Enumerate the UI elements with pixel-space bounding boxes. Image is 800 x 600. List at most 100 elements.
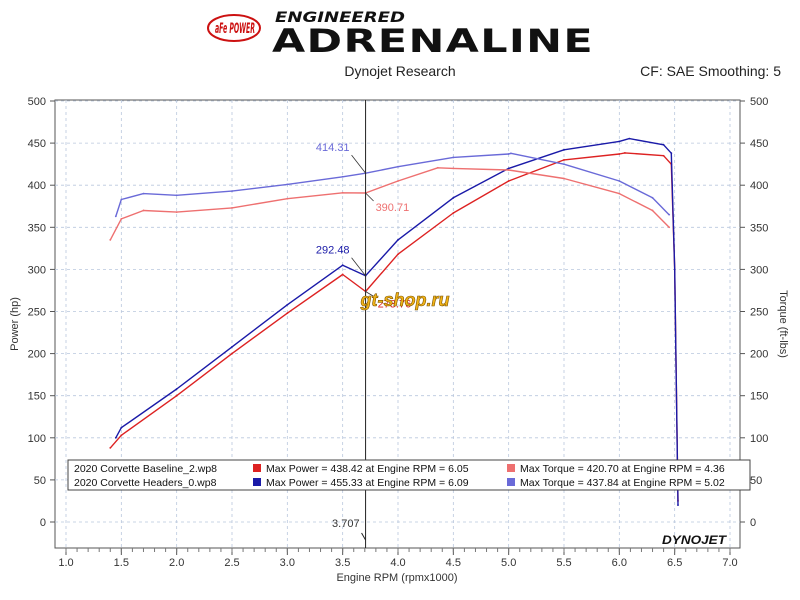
y-tick-label-right: 0 xyxy=(750,517,756,529)
data-point-baseline-torque xyxy=(436,166,439,169)
data-point-baseline-power xyxy=(397,253,399,256)
legend-file-name: 2020 Corvette Baseline_2.wp8 xyxy=(74,463,217,475)
y-tick-label-left: 0 xyxy=(40,517,46,529)
data-point-headers-power xyxy=(563,148,565,151)
data-point-baseline-torque xyxy=(175,211,178,214)
data-point-headers-torque xyxy=(452,156,455,159)
data-point-baseline-power xyxy=(452,212,455,214)
y-tick-label-left: 350 xyxy=(28,222,46,234)
y-tick-label-right: 350 xyxy=(750,222,768,234)
data-point-headers-power xyxy=(452,196,455,199)
x-tick-label: 2.0 xyxy=(169,557,184,569)
data-point-headers-torque xyxy=(651,196,654,199)
annotation-label: 273.76 xyxy=(378,298,412,310)
brand-logo: aFe POWER xyxy=(207,14,261,42)
y-tick-label-right: 450 xyxy=(750,138,768,150)
data-point-headers-power xyxy=(114,436,117,439)
y-tick-label-left: 100 xyxy=(28,433,46,445)
right-axis-ticks: 0 50 100 150 200 250 300 350 400 450 500 xyxy=(740,96,768,529)
legend-swatch-torque xyxy=(507,464,515,472)
y-tick-label-right: 500 xyxy=(750,96,768,108)
left-axis-ticks: 0 50 100 150 200 250 300 350 400 450 500 xyxy=(28,96,55,529)
data-point-baseline-power xyxy=(662,154,665,157)
data-point-baseline-torque xyxy=(397,180,399,182)
annotation-label: 390.71 xyxy=(376,202,410,214)
y-tick-label-left: 250 xyxy=(28,307,46,319)
legend-swatch-power xyxy=(253,478,261,486)
data-point-baseline-torque xyxy=(651,209,654,212)
annotation-label: 414.31 xyxy=(316,142,350,154)
x-tick-label: 7.0 xyxy=(722,557,737,569)
data-point-baseline-power xyxy=(109,447,112,449)
legend-max-power: Max Power = 455.33 at Engine RPM = 6.09 xyxy=(266,477,469,489)
y-tick-label-right: 50 xyxy=(750,475,762,487)
y-tick-label-left: 500 xyxy=(28,96,46,108)
data-point-baseline-torque xyxy=(563,177,565,180)
data-point-headers-torque xyxy=(142,192,145,195)
data-point-headers-power xyxy=(231,345,233,348)
data-point-headers-torque xyxy=(341,175,344,178)
y-tick-label-right: 100 xyxy=(750,433,768,445)
cursor-label: 3.707 xyxy=(332,518,360,530)
y-tick-label-right: 400 xyxy=(750,180,768,192)
data-point-baseline-power xyxy=(120,434,123,437)
data-point-headers-power xyxy=(120,426,123,429)
data-point-baseline-torque xyxy=(120,217,123,220)
data-point-baseline-torque xyxy=(286,197,289,200)
y-tick-label-left: 300 xyxy=(28,264,46,276)
legend-swatch-torque xyxy=(507,478,515,486)
brand-title: ADRENALINE xyxy=(272,22,594,60)
legend: 2020 Corvette Baseline_2.wp8 Max Power = … xyxy=(67,459,751,491)
data-point-headers-power xyxy=(507,167,510,170)
data-point-headers-power xyxy=(341,264,344,267)
data-point-baseline-torque xyxy=(142,209,145,212)
data-point-headers-torque xyxy=(509,152,512,155)
dynojet-logo: DYNOJET xyxy=(662,533,728,547)
data-point-headers-torque xyxy=(175,194,178,197)
legend-swatch-power xyxy=(253,464,261,472)
y-tick-label-left: 450 xyxy=(28,138,46,150)
x-tick-label: 4.5 xyxy=(446,557,461,569)
x-tick-label: 5.5 xyxy=(556,557,571,569)
y-tick-label-right: 300 xyxy=(750,264,768,276)
data-point-headers-power xyxy=(397,239,399,241)
y-tick-label-right: 200 xyxy=(750,349,768,361)
data-point-baseline-torque xyxy=(668,226,671,229)
annotations: 414.31 390.71 292.48 273.76 xyxy=(316,142,411,310)
cursor-pointer xyxy=(361,532,367,541)
data-point-headers-power xyxy=(670,152,673,155)
legend-file-name: 2020 Corvette Headers_0.wp8 xyxy=(74,477,217,489)
legend-max-torque: Max Torque = 437.84 at Engine RPM = 5.02 xyxy=(520,477,725,489)
data-point-baseline-torque xyxy=(618,192,621,195)
data-point-baseline-power xyxy=(507,180,510,182)
legend-max-power: Max Power = 438.42 at Engine RPM = 6.05 xyxy=(266,463,469,475)
subtitle: Dynojet Research xyxy=(344,63,455,79)
data-point-headers-power xyxy=(677,504,679,507)
x-tick-label: 3.0 xyxy=(280,557,295,569)
data-point-baseline-power xyxy=(563,159,565,161)
x-tick-label: 1.5 xyxy=(114,557,129,569)
data-point-headers-power xyxy=(662,143,665,146)
data-point-headers-torque xyxy=(114,215,117,218)
data-point-headers-power xyxy=(175,388,178,390)
x-tick-label: 5.0 xyxy=(501,557,516,569)
x-tick-label: 6.5 xyxy=(667,557,682,569)
x-tick-label: 4.0 xyxy=(390,557,405,569)
annotation-leader xyxy=(365,291,376,298)
data-point-baseline-power xyxy=(231,352,233,355)
data-point-headers-torque xyxy=(397,165,399,168)
y-tick-label-left: 400 xyxy=(28,180,46,192)
x-tick-label: 2.5 xyxy=(224,557,239,569)
x-axis-ticks: 1.0 1.5 2.0 2.5 3.0 3.5 4.0 4.5 5.0 5.5 6.0 6.5 7.0 xyxy=(58,548,738,569)
y-axis-label-left: Power (hp) xyxy=(9,297,21,351)
y-tick-label-left: 200 xyxy=(28,349,46,361)
data-point-baseline-power xyxy=(175,394,178,397)
data-point-baseline-power xyxy=(623,151,626,154)
series-group xyxy=(109,137,679,507)
data-point-baseline-torque xyxy=(231,207,233,209)
data-point-baseline-power xyxy=(286,312,289,315)
data-point-headers-torque xyxy=(668,213,671,216)
y-tick-label-left: 150 xyxy=(28,391,46,403)
x-axis-label: Engine RPM (rpmx1000) xyxy=(336,572,457,584)
